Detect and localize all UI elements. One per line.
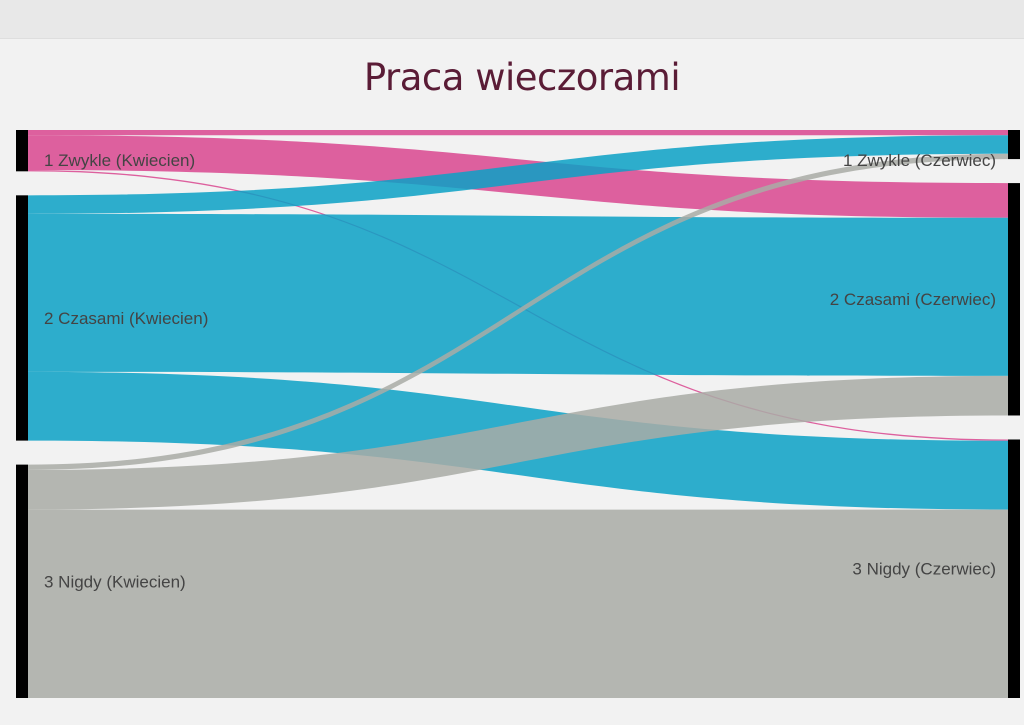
node-label: 1 Zwykle (Kwiecien) [44, 151, 195, 170]
sankey-link[interactable] [28, 509, 1008, 698]
sankey-link[interactable] [28, 153, 1008, 470]
top-bar [0, 0, 1024, 39]
sankey-link[interactable] [28, 213, 1008, 376]
node-label: 2 Czasami (Kwiecien) [44, 309, 208, 328]
sankey-links [28, 130, 1008, 698]
sankey-node[interactable] [16, 130, 28, 172]
sankey-labels: 1 Zwykle (Kwiecien) 2 Czasami (Kwiecien) 3… [44, 151, 996, 591]
sankey-node[interactable] [16, 195, 28, 441]
node-label: 2 Czasami (Czerwiec) [830, 290, 996, 309]
sankey-link[interactable] [28, 130, 1008, 136]
sankey-node[interactable] [1008, 439, 1020, 698]
sankey-node[interactable] [1008, 183, 1020, 416]
node-label: 3 Nigdy (Czerwiec) [852, 560, 996, 579]
sankey-nodes [16, 130, 1020, 698]
sankey-link[interactable] [28, 135, 1008, 214]
chart-title: Praca wieczorami [363, 56, 681, 99]
node-label: 1 Zwykle (Czerwiec) [843, 151, 996, 170]
sankey-node[interactable] [16, 464, 28, 698]
node-label: 3 Nigdy (Kwiecien) [44, 572, 186, 591]
sankey-link[interactable] [28, 375, 1008, 510]
sankey-node[interactable] [1008, 130, 1020, 160]
